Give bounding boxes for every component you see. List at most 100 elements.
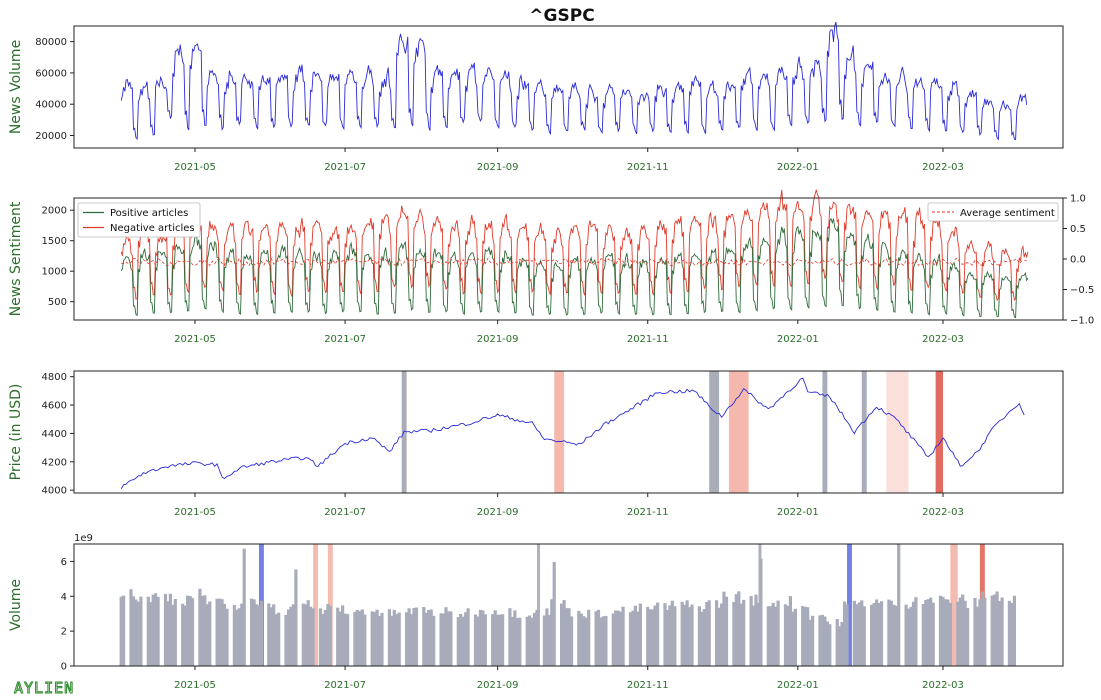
price-line [120,377,1025,490]
volume-bar [766,606,770,666]
volume-bar [665,610,669,666]
y2-tick-label: −0.5 [1070,285,1094,296]
y-tick-label: 40000 [35,100,67,111]
event-highlight-band [886,371,909,493]
volume-bar [889,600,893,666]
volume-bar [139,596,143,666]
volume-bar [518,617,522,666]
volume-bar [205,604,209,666]
volume-bar [702,609,706,666]
volume-bar [828,624,832,666]
volume-bar [478,609,482,666]
x-tick-label: 2021-09 [477,334,519,345]
y-tick-label: 4000 [42,486,67,497]
volume-bar [808,619,812,666]
volume-bar [894,605,898,666]
volume-bar [653,605,657,666]
volume-bar [875,599,879,666]
volume-bar [995,591,999,666]
volume-bar [449,611,453,666]
volume-bar [656,602,660,666]
volume-bar [186,595,190,666]
plot-frame-4 [73,543,1064,667]
event-highlight-band [709,371,720,493]
volume-bar [151,594,155,666]
volume-bar [941,596,945,666]
legend-right: Average sentiment [927,202,1059,222]
x-tick-label: 2022-01 [777,162,819,173]
volume-bar [222,603,227,666]
volume-bar [412,608,416,666]
volume-bar [321,613,325,666]
volume-bar [464,612,468,666]
x-tick-label: 2022-03 [922,334,964,345]
volume-panel: 0 2 4 6 2021-05 2021-07 2021-09 2021-11 2022-01 2… [8,533,1064,691]
volume-bar [358,611,362,666]
volume-bar [336,607,340,666]
x-tick-label: 2021-09 [477,162,519,173]
volume-bar [788,596,792,666]
volume-bar [375,609,379,666]
plot-frame-3 [73,370,1064,494]
legend-left: Positive articles Negative articles [77,202,201,238]
volume-bar [852,600,856,666]
volume-bar [284,614,288,666]
volume-bar [129,589,133,666]
y2-tick-label: −1.0 [1070,316,1094,327]
volume-bar [392,609,396,666]
volume-bar [122,595,126,666]
volume-bar [887,599,891,666]
volume-bar [771,602,775,666]
volume-bar [550,599,554,666]
x-tick-label: 2022-03 [922,507,964,518]
x-tick-label: 2021-11 [627,680,669,691]
volume-bar [855,604,859,666]
volume-bar [961,594,965,666]
y-multiplier-label: 1e9 [74,533,93,544]
volume-bar [473,614,478,666]
volume-bar [705,602,709,666]
volume-bar [835,618,839,666]
chart-title: ^GSPC [529,6,594,26]
volume-bar [254,604,259,666]
volume-bar [294,569,298,666]
volume-bar [530,617,534,666]
volume-bar [783,604,788,666]
volume-bar [131,596,136,666]
volume-bar [498,614,502,666]
volume-bar [978,599,982,666]
volume-bar [341,605,345,666]
event-highlight-band [554,371,565,493]
volume-bar [663,603,667,666]
volume-bar [146,596,150,666]
volume-bar [569,616,574,666]
volume-bar [545,608,549,666]
volume-bar [601,616,605,666]
volume-bar [722,591,726,666]
y-axis-title: News Sentiment [8,201,24,316]
y-tick-label: 0 [61,662,67,673]
volume-bar [619,611,623,666]
volume-bar [203,595,207,666]
volume-bar [843,601,847,666]
volume-bar [181,603,185,666]
x-tick-label: 2021-05 [174,507,216,518]
volume-bar [405,612,409,666]
volume-bar [685,600,689,666]
volume-bar [343,613,347,666]
volume-bar [257,605,261,666]
x-tick-label: 2021-11 [627,507,669,518]
y2-tick-label: 0.5 [1070,224,1086,235]
volume-bar [946,599,950,666]
volume-bar [481,610,485,666]
volume-bar [801,606,805,666]
aylien-logo: AYLIEN [14,679,74,697]
volume-bar [1000,597,1004,666]
volume-bar [973,597,977,666]
volume-bar [793,608,797,666]
y-tick-label: 60000 [35,68,67,79]
volume-bar [904,604,908,666]
volume-bar [461,616,465,666]
volume-bar [611,613,615,666]
volume-bar [759,558,763,666]
